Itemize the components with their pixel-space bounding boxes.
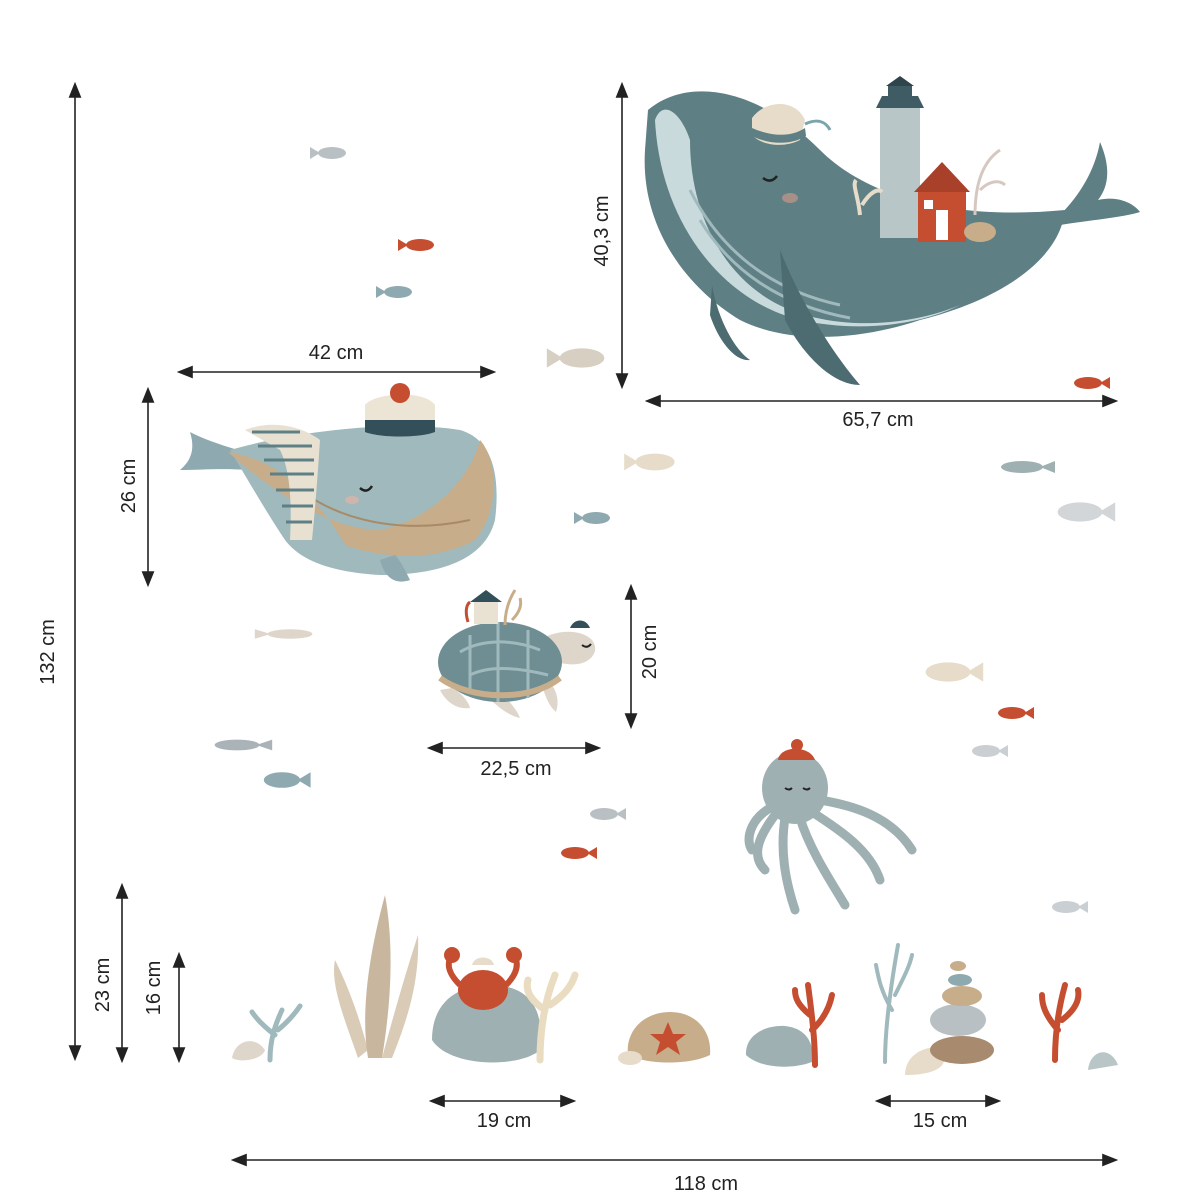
sea-turtle [438,589,596,718]
label-seaweed-height: 23 cm [92,957,114,1013]
octopus [744,739,917,915]
seaweed [334,895,419,1058]
label-big-whale-height: 40,3 cm [591,195,613,267]
dimension-arrows [68,81,1119,1167]
crab-on-rock [432,947,579,1064]
sailor-whale [180,383,497,582]
label-total-width: 118 cm [673,1173,739,1195]
label-stone-group-width: 15 cm [912,1110,968,1132]
whale-with-lighthouse [644,76,1140,385]
label-sailor-whale-width: 42 cm [308,342,364,364]
coral-and-shell-left [232,1003,303,1063]
label-total-height: 132 cm [37,619,59,685]
coral-right [1039,982,1118,1070]
label-big-whale-width: 65,7 cm [842,409,914,431]
label-turtle-height: 20 cm [639,624,661,680]
label-crab-group-width: 19 cm [476,1110,532,1132]
label-sailor-whale-height: 26 cm [118,458,140,514]
coral-rock [745,982,835,1068]
label-coral-height: 16 cm [143,960,165,1016]
label-turtle-width: 22,5 cm [480,758,552,780]
starfish-rock [618,1012,711,1065]
stone-stack [874,943,994,1075]
